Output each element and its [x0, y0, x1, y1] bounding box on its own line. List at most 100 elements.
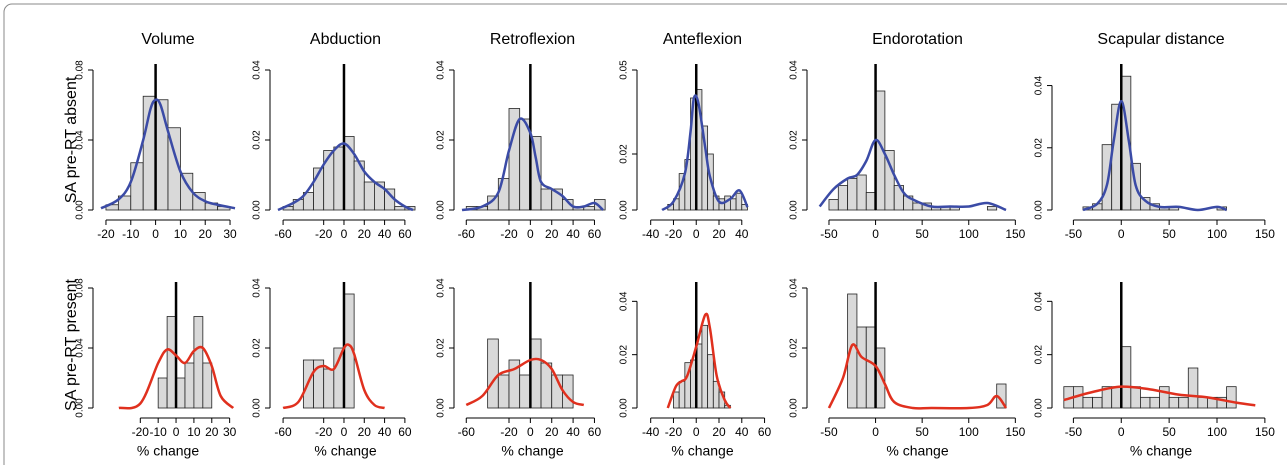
histogram-bar: [986, 206, 998, 211]
x-tick-label: 40: [378, 227, 392, 241]
histogram-bar: [323, 150, 335, 211]
x-axis-label: % change: [886, 443, 948, 459]
histogram-bar: [594, 199, 606, 211]
histogram-bar: [497, 374, 510, 409]
x-axis-label: % change: [314, 443, 376, 459]
y-tick-label: 0.04: [252, 278, 263, 298]
histogram-bar: [828, 199, 839, 211]
panel-title: Abduction: [310, 31, 381, 48]
x-tick-label: 0: [1118, 227, 1125, 241]
x-tick-label: 0: [693, 227, 700, 241]
x-axis-label: % change: [671, 443, 733, 459]
x-tick-label: 150: [1255, 425, 1275, 439]
x-tick-label: 0: [1118, 425, 1125, 439]
y-tick-label: 0.04: [252, 60, 263, 80]
y-tick-label: 0.00: [436, 398, 447, 418]
x-tick-label: 20: [358, 425, 372, 439]
x-tick-label: -20: [665, 425, 683, 439]
x-tick-label: -40: [642, 227, 660, 241]
x-tick-label: 0: [341, 425, 348, 439]
x-tick-label: 20: [205, 425, 219, 439]
x-tick-label: 50: [915, 425, 929, 439]
y-tick-label: 0.08: [75, 60, 86, 80]
x-tick-label: 0: [173, 425, 180, 439]
x-axis-label: % change: [137, 443, 199, 459]
y-tick-label: 0.08: [75, 278, 86, 298]
panel-title: Endorotation: [872, 31, 963, 48]
histogram-bar: [175, 377, 186, 409]
histogram-bar: [363, 181, 375, 211]
x-tick-label: -60: [274, 425, 292, 439]
histogram-bar: [865, 192, 876, 211]
y-tick-label: 0.04: [1034, 291, 1045, 311]
x-tick-label: 0: [872, 227, 879, 241]
density-curve: [118, 345, 235, 410]
histogram-bar: [497, 178, 510, 211]
x-tick-label: -20: [500, 227, 518, 241]
histogram-bar: [1082, 396, 1093, 409]
density-curve: [666, 312, 732, 409]
x-tick-label: 20: [545, 227, 559, 241]
y-tick-label: 0.00: [789, 200, 800, 220]
x-tick-label: -60: [458, 227, 476, 241]
x-tick-label: 40: [378, 425, 392, 439]
x-axis-label: % change: [501, 443, 563, 459]
x-tick-label: -40: [642, 425, 660, 439]
histogram-bar: [323, 368, 335, 409]
x-tick-label: -50: [820, 425, 838, 439]
y-tick-label: 0.04: [789, 60, 800, 80]
density-curve: [827, 343, 1008, 410]
histogram-bar: [673, 391, 680, 409]
x-tick-label: -10: [150, 425, 168, 439]
histogram-bar: [1226, 386, 1237, 409]
histogram-bar: [157, 377, 168, 409]
histogram-bar: [519, 118, 531, 211]
x-tick-label: 40: [566, 227, 580, 241]
y-tick-label: 0.02: [789, 130, 800, 150]
x-tick-label: 60: [398, 425, 412, 439]
x-tick-label: 0: [527, 425, 534, 439]
histogram-bar: [562, 199, 574, 211]
panel-title: Scapular distance: [1097, 31, 1224, 48]
y-tick-label: 0.02: [436, 338, 447, 358]
density-curve: [818, 138, 1007, 212]
y-tick-label: 0.02: [1034, 344, 1045, 364]
x-tick-label: 10: [187, 425, 201, 439]
frame: [3, 3, 1287, 465]
x-tick-label: -20: [315, 425, 333, 439]
y-tick-label: 0.00: [252, 200, 263, 220]
histogram-bar: [875, 347, 886, 409]
x-tick-label: 50: [1162, 425, 1176, 439]
histogram-bar: [837, 185, 849, 211]
x-tick-label: 30: [223, 227, 237, 241]
x-tick-label: 100: [959, 425, 979, 439]
y-tick-label: 0.02: [436, 130, 447, 150]
density-curve: [465, 357, 585, 407]
x-tick-label: 0: [341, 227, 348, 241]
histogram-bar: [1120, 346, 1132, 409]
x-tick-label: 20: [358, 227, 372, 241]
histogram-bar: [1101, 144, 1113, 211]
y-tick-label: 0.00: [1034, 398, 1045, 418]
x-axis-label: % change: [1130, 443, 1192, 459]
x-tick-label: -60: [458, 425, 476, 439]
y-tick-label: 0.00: [619, 200, 630, 220]
y-tick-label: 0.00: [436, 200, 447, 220]
y-tick-label: 0.04: [1034, 75, 1045, 95]
histogram-bar: [166, 316, 177, 409]
x-tick-label: 40: [566, 425, 580, 439]
histogram-bar: [729, 198, 737, 211]
histogram-bar: [1178, 396, 1189, 409]
x-tick-label: -20: [315, 227, 333, 241]
density-curve: [282, 343, 385, 410]
density-curve: [277, 142, 414, 212]
y-tick-label: 0.02: [789, 338, 800, 358]
x-tick-label: 0: [527, 227, 534, 241]
x-tick-label: -50: [820, 227, 838, 241]
y-tick-label: 0.05: [619, 60, 630, 80]
density-curve: [100, 98, 236, 210]
histogram-bar: [540, 362, 553, 409]
histogram-bar: [1197, 396, 1208, 409]
panel-title: Retroflexion: [490, 31, 575, 48]
